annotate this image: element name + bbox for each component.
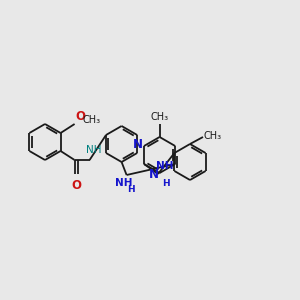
Text: H: H — [162, 179, 169, 188]
Text: N: N — [148, 167, 159, 181]
Text: N: N — [133, 139, 143, 152]
Text: CH₃: CH₃ — [82, 115, 100, 125]
Text: NH: NH — [115, 178, 132, 188]
Text: NH: NH — [156, 161, 173, 171]
Text: O: O — [75, 110, 85, 123]
Text: NH: NH — [85, 145, 101, 155]
Text: H: H — [128, 185, 135, 194]
Text: CH₃: CH₃ — [204, 131, 222, 141]
Text: O: O — [71, 179, 81, 192]
Text: CH₃: CH₃ — [151, 112, 169, 122]
